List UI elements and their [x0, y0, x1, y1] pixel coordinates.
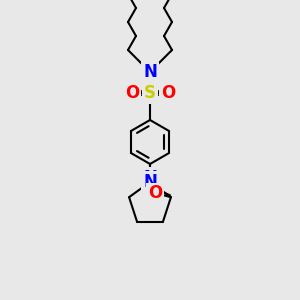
Text: N: N — [143, 173, 157, 191]
Text: O: O — [125, 84, 139, 102]
Text: O: O — [161, 84, 175, 102]
Text: N: N — [143, 63, 157, 81]
Text: N: N — [143, 169, 157, 187]
Text: S: S — [144, 84, 156, 102]
Text: O: O — [148, 184, 162, 202]
